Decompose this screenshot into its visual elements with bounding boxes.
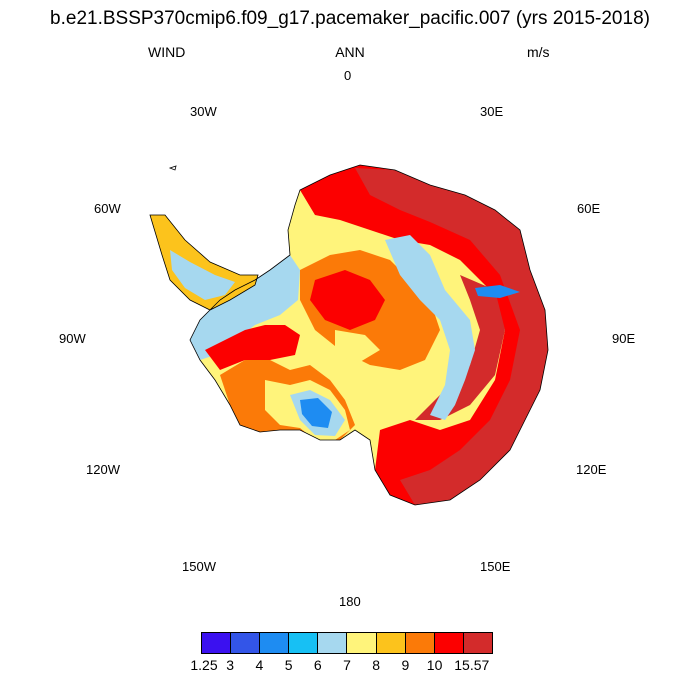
lon-label-0: 0	[344, 68, 352, 83]
colorbar	[201, 632, 493, 654]
colorbar-label: 8	[372, 657, 381, 673]
lon-label-60w: 60W	[94, 201, 121, 216]
wind-field-east-coast-patch	[475, 285, 520, 298]
wind-field-yellow-dome-center	[335, 330, 380, 362]
colorbar-box-7	[376, 633, 406, 653]
colorbar-box-8	[405, 633, 435, 653]
units-label: m/s	[527, 44, 550, 60]
wind-field-dark-red-inner	[415, 275, 505, 420]
lon-label-120w: 120W	[86, 462, 120, 477]
colorbar-label: 3	[226, 657, 235, 673]
colorbar-label: 4	[255, 657, 264, 673]
colorbar-label: 5	[284, 657, 293, 673]
coastline	[149, 164, 549, 506]
colorbar-box-3	[260, 633, 290, 653]
plot-title: b.e21.BSSP370cmip6.f09_g17.pacemaker_pac…	[50, 8, 650, 29]
south-georgia-outline	[168, 165, 177, 171]
wind-field-blue-west	[190, 255, 300, 360]
lon-label-150w: 150W	[182, 559, 216, 574]
colorbar-label: 15.57	[454, 657, 490, 673]
lon-label-60e: 60E	[577, 201, 601, 216]
colorbar-label: 9	[401, 657, 410, 673]
wind-field-dark-red-rim	[355, 168, 548, 505]
lon-label-30e: 30E	[480, 104, 504, 119]
lon-label-180: 180	[339, 594, 361, 609]
colorbar-box-4	[289, 633, 319, 653]
lon-label-90e: 90E	[612, 331, 636, 346]
wind-field	[150, 165, 548, 505]
wind-field-blue-band-east	[385, 235, 475, 420]
colorbar-box-10	[463, 633, 492, 653]
colorbar-label: 1.25	[190, 657, 218, 673]
colorbar-box-5	[318, 633, 348, 653]
wind-field-red-dome	[310, 270, 385, 330]
colorbar-box-1	[202, 633, 232, 653]
lon-label-90w: 90W	[59, 331, 86, 346]
colorbar-label: 7	[343, 657, 351, 673]
wind-field-peninsula-blue	[170, 250, 235, 300]
lon-label-30w: 30W	[190, 104, 217, 119]
colorbar-box-2	[231, 633, 261, 653]
wind-field-red-west	[205, 325, 300, 370]
wind-field-mid-blue-ross	[300, 398, 332, 428]
colorbar-label: 10	[426, 657, 443, 673]
variable-label: WIND	[148, 44, 186, 60]
colorbar-label: 6	[313, 657, 322, 673]
colorbar-box-6	[347, 633, 377, 653]
season-label: ANN	[335, 44, 365, 60]
colorbar-box-9	[434, 633, 464, 653]
lon-label-150e: 150E	[480, 559, 511, 574]
colorbar-labels: 1.25 3 4 5 6 7 8 9 10 15.57	[0, 657, 700, 677]
lon-label-120e: 120E	[576, 462, 607, 477]
